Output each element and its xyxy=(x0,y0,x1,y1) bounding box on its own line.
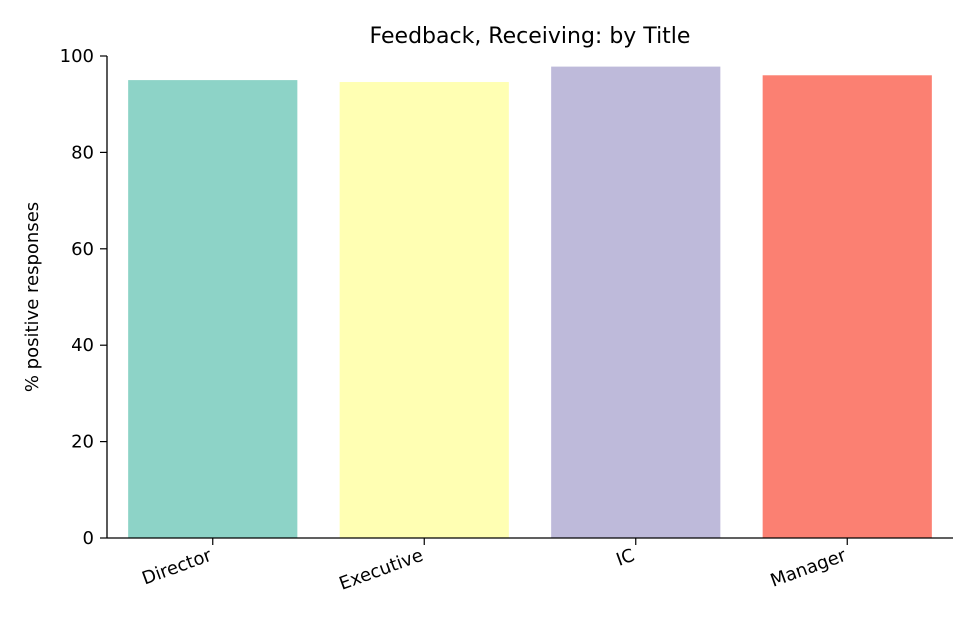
x-axis: Director Executive IC Manager xyxy=(107,537,953,595)
x-tick-label: Executive xyxy=(336,545,426,595)
y-tick-label: 40 xyxy=(71,335,94,356)
bar-ic xyxy=(551,66,721,538)
chart-title: Feedback, Receiving: by Title xyxy=(370,24,691,49)
y-tick-label: 20 xyxy=(71,432,94,453)
y-axis-label: % positive responses xyxy=(22,202,43,392)
bars-group xyxy=(128,66,932,538)
y-tick-label: 80 xyxy=(71,142,94,163)
x-tick-label: Manager xyxy=(768,545,850,592)
bar-manager xyxy=(762,75,932,538)
y-tick-label: 0 xyxy=(83,528,94,549)
x-tick-label: Director xyxy=(139,545,215,590)
bar-executive xyxy=(339,82,509,538)
y-axis: 0 20 40 60 80 100 xyxy=(60,46,108,549)
bar-director xyxy=(128,80,298,538)
x-tick-label: IC xyxy=(613,545,637,571)
y-tick-label: 60 xyxy=(71,239,94,260)
y-tick-label: 100 xyxy=(60,46,94,67)
